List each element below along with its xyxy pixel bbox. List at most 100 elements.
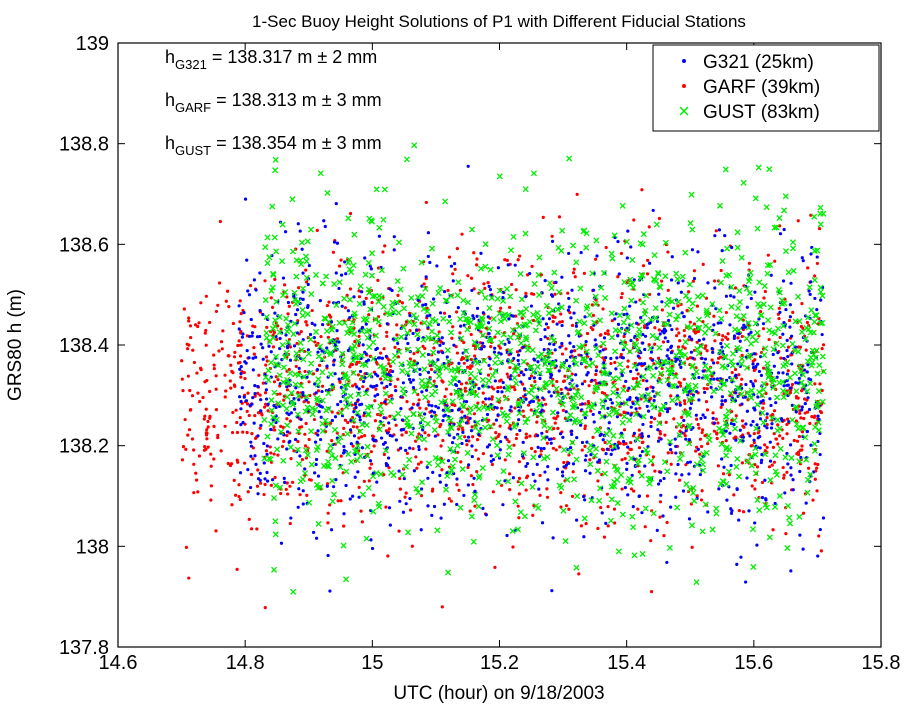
- data-point: [498, 346, 502, 350]
- data-point: [747, 261, 751, 265]
- data-point: [419, 292, 426, 300]
- x-tick-label: 15: [361, 652, 383, 674]
- data-point: [362, 300, 366, 304]
- data-point: [339, 400, 343, 404]
- data-point: [441, 341, 445, 345]
- data-point: [424, 447, 428, 451]
- data-point: [229, 363, 233, 367]
- data-point: [238, 354, 243, 358]
- data-point: [223, 424, 227, 428]
- data-point: [602, 361, 606, 365]
- data-point: [481, 384, 485, 388]
- data-point: [280, 379, 287, 386]
- data-point: [259, 342, 263, 346]
- data-point: [646, 445, 650, 449]
- data-point: [560, 323, 564, 328]
- data-point: [719, 268, 723, 273]
- data-point: [461, 368, 468, 375]
- data-point: [307, 369, 314, 377]
- data-point: [614, 499, 621, 507]
- data-point: [305, 323, 309, 327]
- data-point: [593, 237, 600, 244]
- data-point: [259, 398, 263, 402]
- data-point: [713, 339, 717, 343]
- data-point: [432, 504, 437, 509]
- data-point: [401, 381, 405, 385]
- data-point: [805, 370, 809, 374]
- data-point: [475, 263, 479, 267]
- data-point: [276, 313, 283, 321]
- data-point: [364, 452, 371, 459]
- data-point: [784, 502, 792, 509]
- data-point: [676, 304, 680, 308]
- data-point: [588, 471, 592, 475]
- data-point: [299, 312, 306, 319]
- data-point: [395, 309, 402, 316]
- data-point: [435, 264, 439, 268]
- data-point: [733, 463, 740, 470]
- data-point: [736, 287, 743, 295]
- data-point: [668, 370, 675, 377]
- data-point: [804, 388, 811, 395]
- data-point: [460, 410, 464, 414]
- data-point: [253, 325, 257, 329]
- data-point: [621, 305, 628, 312]
- data-point: [564, 410, 568, 414]
- data-point: [756, 507, 763, 514]
- data-point: [511, 545, 515, 549]
- data-point: [380, 356, 384, 360]
- data-point: [579, 423, 583, 427]
- data-point: [521, 513, 528, 520]
- data-point: [300, 356, 307, 363]
- data-point: [545, 352, 552, 359]
- data-point: [367, 306, 374, 313]
- data-point: [553, 315, 557, 320]
- data-point: [549, 373, 554, 377]
- data-point: [411, 378, 415, 382]
- data-point: [622, 410, 626, 414]
- data-point: [546, 465, 550, 469]
- data-point: [470, 288, 474, 293]
- data-point: [455, 279, 462, 286]
- data-point: [686, 357, 690, 361]
- data-point: [771, 352, 775, 357]
- data-point: [507, 472, 512, 476]
- data-point: [503, 458, 507, 462]
- data-point: [194, 471, 198, 475]
- data-point: [682, 431, 686, 435]
- data-point: [531, 280, 538, 287]
- data-point: [440, 363, 447, 370]
- data-point: [774, 394, 781, 401]
- data-point: [304, 421, 308, 426]
- data-point: [643, 292, 650, 299]
- data-point: [736, 362, 740, 366]
- data-point: [450, 336, 454, 340]
- data-point: [301, 290, 305, 294]
- data-point: [645, 404, 649, 409]
- data-point: [797, 363, 804, 370]
- data-point: [752, 352, 756, 356]
- data-point: [757, 317, 761, 321]
- data-point: [498, 448, 502, 452]
- data-point: [237, 304, 241, 308]
- data-point: [675, 394, 680, 398]
- data-point: [476, 472, 483, 480]
- data-point: [803, 368, 807, 372]
- data-point: [430, 489, 435, 493]
- data-point: [494, 418, 499, 422]
- data-point: [538, 376, 542, 381]
- data-point: [508, 423, 512, 428]
- data-point: [600, 390, 605, 395]
- data-point: [700, 489, 704, 493]
- data-point: [482, 344, 486, 349]
- data-point: [440, 315, 447, 322]
- data-point: [415, 328, 419, 332]
- data-point: [421, 366, 428, 373]
- data-point: [809, 280, 813, 284]
- data-point: [816, 554, 820, 558]
- y-tick-label: 138: [76, 536, 109, 558]
- data-point: [622, 400, 630, 407]
- annotation-value: = 138.313 m ± 3 mm: [211, 90, 381, 110]
- data-point: [525, 362, 529, 366]
- data-point: [214, 529, 218, 533]
